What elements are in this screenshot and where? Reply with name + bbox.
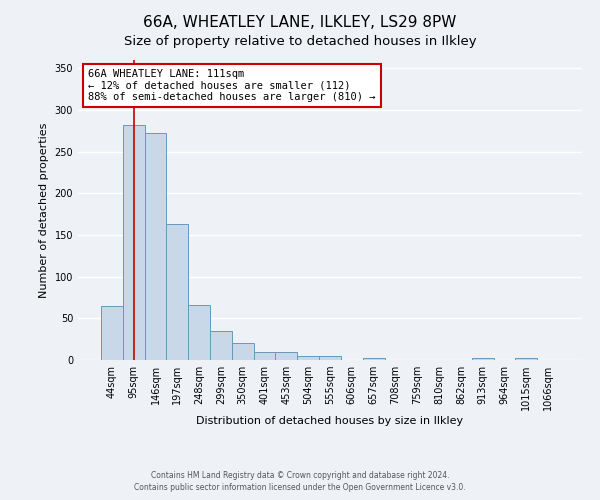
Bar [472, 358, 494, 360]
Bar [188, 305, 210, 360]
Bar [319, 356, 341, 360]
Bar [515, 358, 537, 360]
Bar [254, 352, 275, 360]
Text: 66A WHEATLEY LANE: 111sqm
← 12% of detached houses are smaller (112)
88% of semi: 66A WHEATLEY LANE: 111sqm ← 12% of detac… [88, 69, 376, 102]
Bar [232, 344, 254, 360]
Bar [275, 352, 297, 360]
Bar [101, 306, 123, 360]
Bar [145, 132, 166, 360]
Y-axis label: Number of detached properties: Number of detached properties [39, 122, 49, 298]
Bar [297, 356, 319, 360]
Text: Size of property relative to detached houses in Ilkley: Size of property relative to detached ho… [124, 35, 476, 48]
X-axis label: Distribution of detached houses by size in Ilkley: Distribution of detached houses by size … [196, 416, 464, 426]
Bar [166, 224, 188, 360]
Text: Contains HM Land Registry data © Crown copyright and database right 2024.
Contai: Contains HM Land Registry data © Crown c… [134, 471, 466, 492]
Text: 66A, WHEATLEY LANE, ILKLEY, LS29 8PW: 66A, WHEATLEY LANE, ILKLEY, LS29 8PW [143, 15, 457, 30]
Bar [123, 125, 145, 360]
Bar [210, 331, 232, 360]
Bar [363, 358, 385, 360]
